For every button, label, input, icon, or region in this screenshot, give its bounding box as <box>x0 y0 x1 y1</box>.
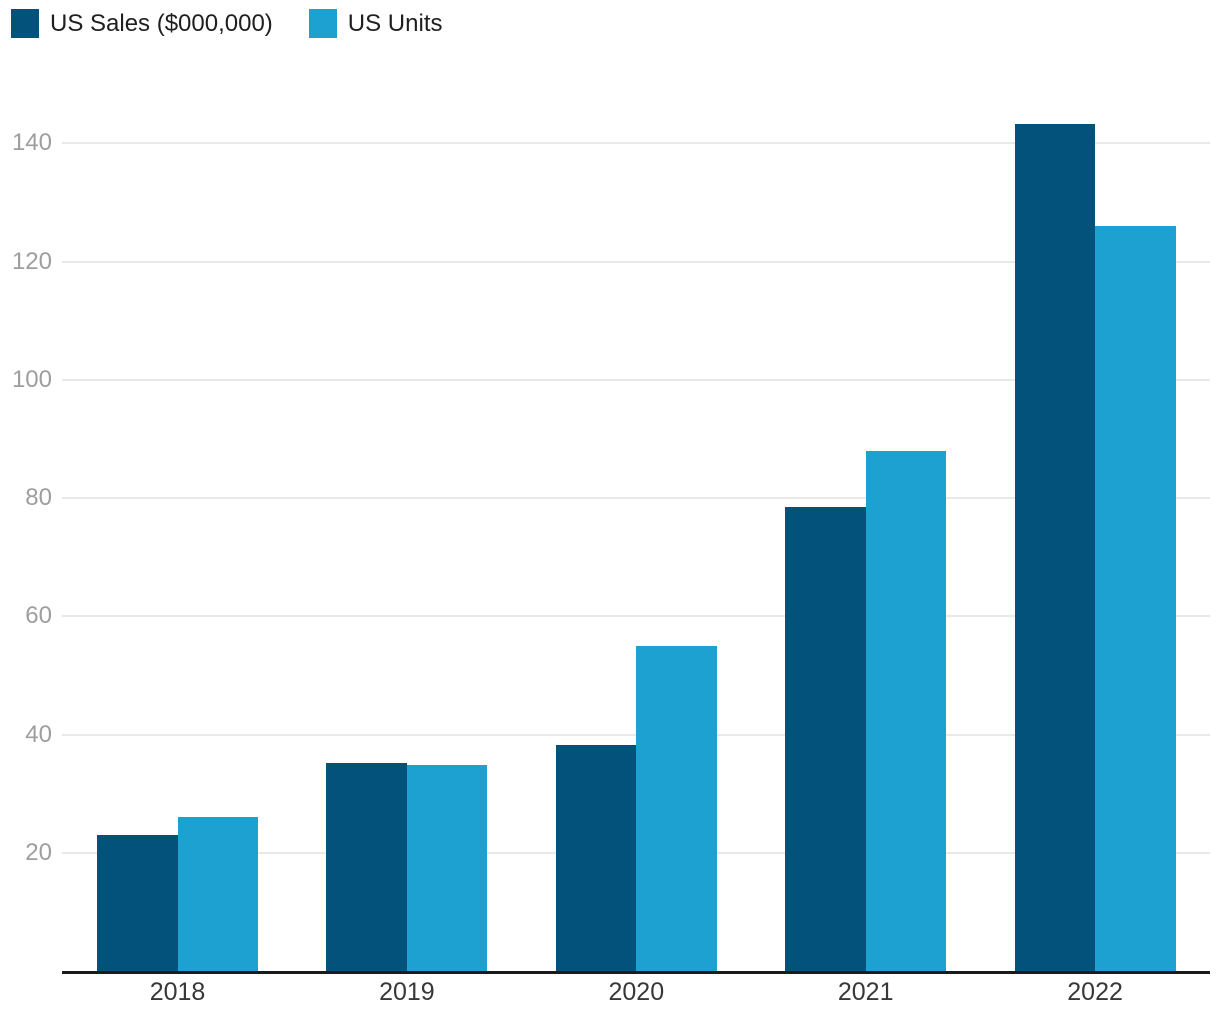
gridline-100 <box>62 378 1210 381</box>
gridline-40 <box>62 733 1210 736</box>
bar-us-sales-($000,000)-2022 <box>1014 123 1096 971</box>
gridline-80 <box>62 497 1210 499</box>
us-units-swatch-icon <box>308 9 337 38</box>
gridline-60 <box>62 615 1210 618</box>
bar-us-sales-($000,000)-2019 <box>326 763 407 971</box>
x-tick-label-2021: 2021 <box>837 978 894 1006</box>
y-tick-label-60: 60 <box>25 602 52 630</box>
bar-us-sales-($000,000)-2018 <box>97 835 178 971</box>
legend-label-us-units: US Units <box>347 9 443 37</box>
x-axis-line <box>62 971 1210 974</box>
y-tick-label-140: 140 <box>11 129 52 157</box>
bar-us-sales-($000,000)-2021 <box>785 506 866 971</box>
bar-us-units-2018 <box>177 817 258 971</box>
bar-us-units-2020 <box>636 645 717 971</box>
y-tick-label-100: 100 <box>11 365 52 393</box>
bar-us-sales-($000,000)-2020 <box>555 744 637 971</box>
x-tick-label-2018: 2018 <box>149 978 206 1006</box>
x-tick-label-2020: 2020 <box>608 978 665 1006</box>
y-tick-label-40: 40 <box>25 720 52 748</box>
y-tick-label-120: 120 <box>11 247 52 275</box>
gridline-140 <box>62 142 1210 145</box>
legend-label-us-sales: US Sales ($000,000) <box>50 9 273 37</box>
x-tick-label-2022: 2022 <box>1067 978 1123 1006</box>
legend-item-us-sales: US Sales ($000,000) <box>11 9 273 38</box>
bar-us-units-2019 <box>406 764 488 971</box>
us-sales-swatch-icon <box>11 9 39 38</box>
x-tick-label-2019: 2019 <box>379 978 435 1006</box>
bar-us-units-2022 <box>1095 226 1176 971</box>
y-tick-label-80: 80 <box>25 484 52 511</box>
bar-us-units-2021 <box>865 450 947 971</box>
gridline-120 <box>62 260 1210 263</box>
legend: US Sales ($000,000) US Units <box>11 9 442 38</box>
y-tick-label-20: 20 <box>25 838 52 866</box>
legend-item-us-units: US Units <box>308 9 443 38</box>
